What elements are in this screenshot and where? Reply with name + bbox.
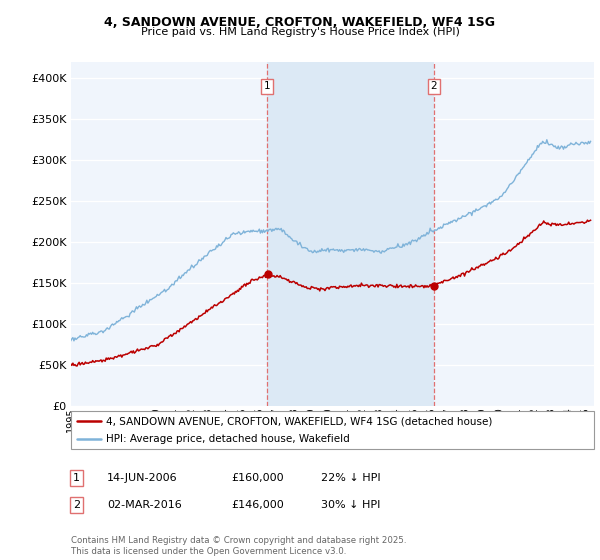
Text: 4, SANDOWN AVENUE, CROFTON, WAKEFIELD, WF4 1SG: 4, SANDOWN AVENUE, CROFTON, WAKEFIELD, W… (104, 16, 496, 29)
Text: 02-MAR-2016: 02-MAR-2016 (107, 500, 182, 510)
Text: 2: 2 (73, 500, 80, 510)
Text: 2: 2 (431, 81, 437, 91)
Text: 14-JUN-2006: 14-JUN-2006 (107, 473, 178, 483)
Text: 4, SANDOWN AVENUE, CROFTON, WAKEFIELD, WF4 1SG (detached house): 4, SANDOWN AVENUE, CROFTON, WAKEFIELD, W… (106, 416, 493, 426)
Bar (267, 62, 434, 406)
FancyBboxPatch shape (71, 411, 594, 449)
Text: 1: 1 (264, 81, 271, 91)
Text: Contains HM Land Registry data © Crown copyright and database right 2025.
This d: Contains HM Land Registry data © Crown c… (71, 536, 406, 556)
Text: HPI: Average price, detached house, Wakefield: HPI: Average price, detached house, Wake… (106, 434, 350, 444)
Text: £146,000: £146,000 (231, 500, 284, 510)
Text: Price paid vs. HM Land Registry's House Price Index (HPI): Price paid vs. HM Land Registry's House … (140, 27, 460, 37)
Text: 1: 1 (73, 473, 80, 483)
Text: 22% ↓ HPI: 22% ↓ HPI (321, 473, 380, 483)
Text: 30% ↓ HPI: 30% ↓ HPI (321, 500, 380, 510)
Text: £160,000: £160,000 (231, 473, 284, 483)
